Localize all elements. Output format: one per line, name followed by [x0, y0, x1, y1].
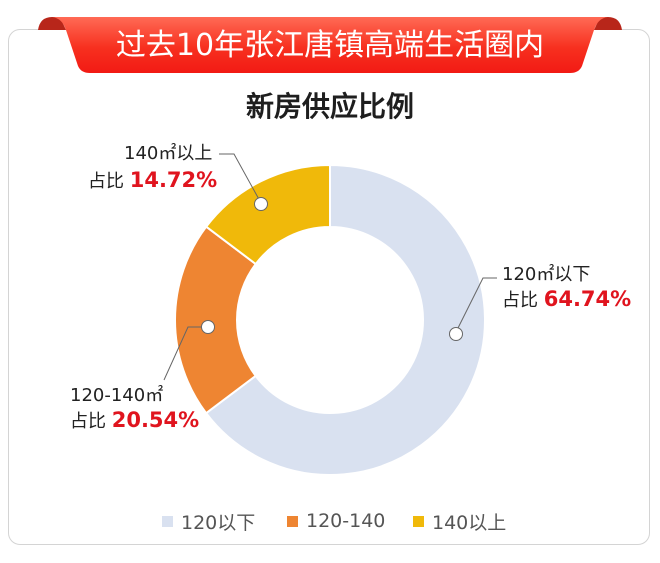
label-120-140-name: 120-140㎡: [70, 385, 164, 406]
marker-dot-140-above: [254, 197, 268, 211]
legend-label: 120-140: [306, 510, 386, 532]
label-120-140-ratio: 占比 20.54%: [70, 408, 199, 434]
leader-line-140-above: [219, 153, 262, 204]
leader-line-120-below: [455, 277, 497, 333]
ribbon-curl-right: [594, 17, 622, 30]
marker-dot-120-140: [201, 320, 215, 334]
label-140-above-name: 140㎡以上: [124, 143, 213, 164]
legend-item-120-140[interactable]: 120-140: [287, 507, 385, 535]
legend-item-140-above[interactable]: 140以上: [413, 507, 506, 535]
legend-item-120-below[interactable]: 120以下: [162, 507, 255, 535]
segment-120-below: [204, 163, 486, 476]
legend-swatch: [287, 515, 298, 527]
ratio-value: 64.74%: [543, 287, 632, 311]
marker-dot-120-below: [449, 327, 463, 341]
chart-title: 新房供应比例: [245, 90, 414, 123]
ratio-prefix: 占比: [88, 171, 130, 192]
ratio-prefix: 占比: [502, 290, 544, 311]
segment-120-140: [174, 225, 258, 415]
title-ribbon: [38, 17, 622, 73]
chart-legend: 120以下 120-140 140以上: [0, 507, 660, 535]
ratio-value: 20.54%: [111, 408, 200, 432]
ribbon-curl-left: [38, 17, 66, 30]
leader-line-120-140: [163, 326, 206, 381]
ratio-prefix: 占比: [70, 411, 112, 432]
banner-title: 过去10年张江唐镇高端生活圈内: [115, 28, 545, 63]
ribbon-body: [52, 17, 608, 73]
segment-140-above: [204, 163, 331, 266]
ratio-value: 14.72%: [129, 168, 218, 192]
label-120-below-ratio: 占比 64.74%: [502, 287, 631, 313]
label-140-above-ratio: 占比 14.72%: [88, 168, 217, 194]
donut-segments: [174, 163, 486, 476]
legend-label: 140以上: [432, 511, 507, 534]
legend-swatch: [162, 515, 173, 527]
legend-swatch: [413, 515, 424, 527]
legend-label: 120以下: [181, 511, 256, 534]
label-120-below-name: 120㎡以下: [502, 264, 591, 285]
